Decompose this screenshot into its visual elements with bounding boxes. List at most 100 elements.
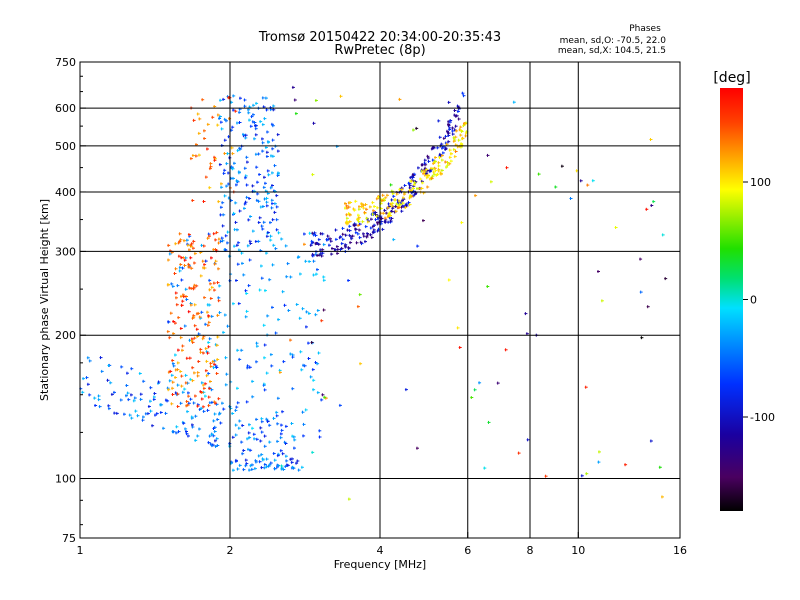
data-point bbox=[455, 129, 459, 133]
data-point bbox=[272, 243, 276, 247]
data-point bbox=[238, 121, 242, 124]
data-point bbox=[207, 341, 211, 344]
data-point bbox=[374, 218, 378, 222]
data-point bbox=[320, 398, 324, 402]
data-point bbox=[182, 293, 185, 297]
data-point bbox=[167, 388, 171, 392]
data-point bbox=[614, 226, 618, 229]
data-point bbox=[244, 174, 248, 178]
data-point bbox=[94, 404, 98, 407]
data-point bbox=[235, 183, 238, 187]
data-point bbox=[193, 252, 197, 256]
data-point bbox=[246, 366, 250, 370]
data-point bbox=[206, 408, 210, 412]
data-point bbox=[209, 364, 213, 368]
data-point bbox=[217, 296, 221, 300]
data-point bbox=[107, 404, 111, 408]
data-point bbox=[591, 179, 595, 183]
data-point bbox=[360, 205, 364, 209]
data-point bbox=[454, 150, 458, 153]
data-point bbox=[371, 230, 375, 234]
data-point bbox=[253, 189, 257, 193]
data-point bbox=[391, 206, 395, 210]
data-point bbox=[453, 113, 457, 117]
data-point bbox=[389, 183, 393, 187]
data-point bbox=[287, 309, 291, 312]
data-point bbox=[452, 148, 456, 152]
data-point bbox=[311, 231, 315, 235]
data-point bbox=[356, 217, 360, 221]
data-point bbox=[544, 474, 548, 478]
data-point bbox=[453, 109, 457, 112]
data-point bbox=[178, 240, 182, 243]
data-point bbox=[152, 397, 156, 401]
phases-o-stats: mean, sd,O: -70.5, 22.0 bbox=[560, 36, 667, 46]
data-point bbox=[322, 275, 326, 279]
data-point bbox=[271, 184, 274, 187]
data-point bbox=[324, 396, 328, 400]
data-point bbox=[286, 463, 290, 467]
data-point bbox=[189, 243, 193, 247]
data-point bbox=[314, 313, 318, 317]
data-point bbox=[311, 240, 315, 244]
data-point bbox=[349, 201, 353, 204]
data-point bbox=[184, 373, 188, 377]
data-point bbox=[386, 193, 389, 197]
data-point bbox=[560, 164, 564, 168]
data-point bbox=[362, 232, 366, 236]
data-point bbox=[172, 332, 176, 336]
data-point bbox=[213, 400, 217, 404]
data-point bbox=[404, 205, 408, 209]
data-point bbox=[291, 434, 295, 438]
data-point bbox=[180, 256, 184, 260]
data-point bbox=[275, 205, 279, 209]
data-point bbox=[328, 243, 331, 247]
data-point bbox=[244, 464, 248, 468]
data-point bbox=[417, 166, 420, 170]
data-point bbox=[517, 451, 521, 455]
data-point bbox=[188, 286, 192, 290]
data-point bbox=[202, 244, 206, 248]
data-point bbox=[440, 158, 444, 162]
data-point bbox=[187, 434, 190, 438]
data-point bbox=[187, 394, 191, 398]
data-point bbox=[461, 137, 464, 141]
data-point bbox=[321, 393, 325, 397]
data-point bbox=[223, 194, 227, 198]
y-tick-label: 750 bbox=[55, 56, 76, 69]
data-point bbox=[251, 426, 255, 430]
data-point bbox=[263, 175, 266, 179]
data-point bbox=[185, 356, 189, 360]
data-point bbox=[348, 233, 352, 237]
data-point bbox=[271, 202, 274, 206]
data-point bbox=[422, 219, 425, 223]
data-point bbox=[408, 194, 412, 198]
data-point bbox=[247, 108, 251, 112]
data-point bbox=[444, 147, 448, 151]
data-point bbox=[310, 341, 314, 344]
colorbar-tick-label: -100 bbox=[750, 411, 775, 424]
data-point bbox=[255, 101, 259, 105]
data-point bbox=[211, 360, 215, 364]
data-point bbox=[448, 126, 452, 130]
data-point bbox=[171, 284, 175, 288]
data-point bbox=[160, 403, 164, 407]
data-point bbox=[230, 461, 233, 465]
data-point bbox=[202, 200, 206, 203]
data-point bbox=[448, 120, 452, 124]
data-point bbox=[245, 155, 249, 159]
data-point bbox=[452, 139, 456, 143]
data-point bbox=[213, 430, 217, 433]
data-point bbox=[317, 351, 321, 355]
data-point bbox=[356, 232, 360, 236]
data-point bbox=[464, 134, 468, 138]
data-point bbox=[427, 159, 431, 163]
data-point bbox=[257, 454, 261, 458]
data-point bbox=[227, 182, 231, 186]
data-point bbox=[149, 399, 152, 403]
data-point bbox=[208, 186, 212, 190]
data-point bbox=[432, 167, 435, 171]
data-point bbox=[189, 157, 193, 161]
x-tick-label: 2 bbox=[227, 544, 234, 557]
